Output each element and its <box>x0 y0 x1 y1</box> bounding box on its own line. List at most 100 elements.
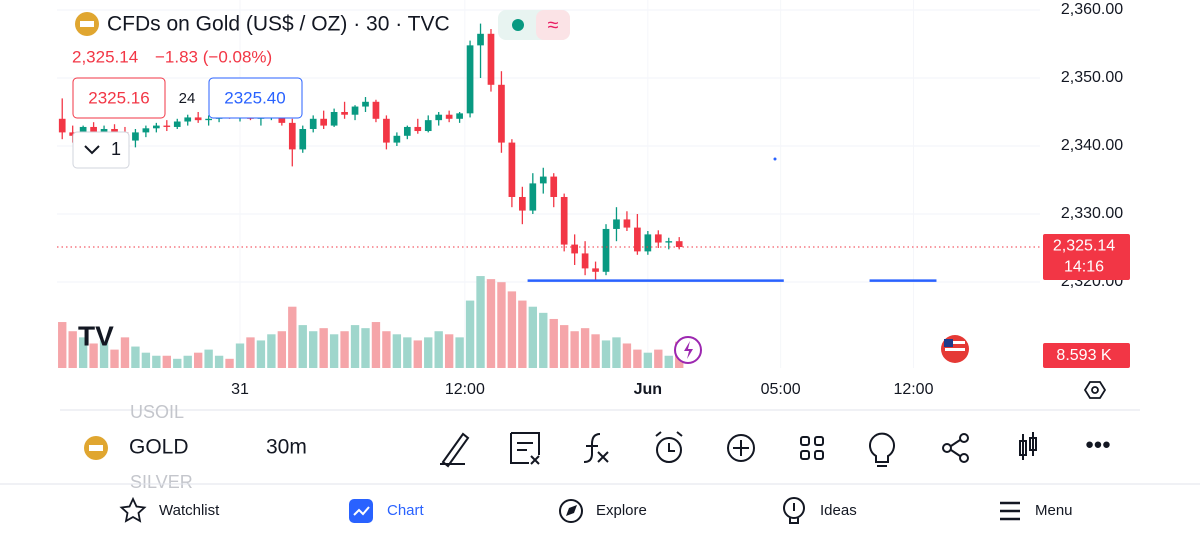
candle-body <box>111 128 118 133</box>
volume-bar <box>361 328 370 368</box>
candle-body <box>341 111 348 115</box>
candle-body <box>152 125 160 129</box>
volume-bar <box>214 355 224 368</box>
draw-tool[interactable] <box>440 432 470 468</box>
tv-logo: TV <box>78 320 114 351</box>
chart-glyph <box>353 506 370 516</box>
volume-bar <box>162 355 171 368</box>
last-price: 2,325.14 <box>72 47 138 66</box>
volume-bar <box>350 325 360 368</box>
spread: 24 <box>179 90 196 107</box>
volume-bar <box>664 355 673 368</box>
volume-bar <box>183 355 192 368</box>
volume-bar <box>371 322 381 368</box>
delayed-pill[interactable] <box>536 10 570 40</box>
volume-badge-value: 8.593 K <box>1056 347 1111 364</box>
volume-bar <box>68 331 77 368</box>
x-tick-label: 31 <box>231 381 249 398</box>
symbol-next[interactable]: SILVER <box>130 472 193 492</box>
candle-body <box>498 84 505 143</box>
candle-body <box>550 176 558 197</box>
nav-explore[interactable]: Explore <box>596 502 647 519</box>
volume-bar <box>58 322 67 368</box>
ideas-icon <box>783 497 805 519</box>
candle-body <box>100 128 108 134</box>
delay-icon: ≈ <box>548 14 559 36</box>
volume-bar <box>141 352 151 368</box>
volume-bar <box>424 337 433 368</box>
candle-body <box>644 234 652 252</box>
bulb <box>789 503 799 524</box>
candle-body <box>184 117 192 122</box>
candle-body <box>79 126 87 136</box>
candle-body <box>508 142 516 197</box>
candle-body <box>654 234 662 243</box>
symbol-prev[interactable]: USOIL <box>130 402 184 422</box>
candle-body <box>393 135 401 143</box>
symbol-title[interactable]: CFDs on Gold (US$ / OZ) · 30 · TVC <box>107 13 450 36</box>
candle-body <box>163 125 171 127</box>
candle-body <box>330 111 338 126</box>
symbol[interactable]: GOLD <box>129 436 189 459</box>
add-tool[interactable] <box>727 434 755 462</box>
volume-bar <box>434 331 443 368</box>
candle-body <box>477 33 484 46</box>
volume-bar <box>204 349 213 368</box>
y-tick-label: 2,330.00 <box>1061 205 1123 222</box>
volume-badge <box>1043 343 1130 368</box>
x-tick-label: 12:00 <box>893 381 933 398</box>
chevron <box>84 145 100 155</box>
nav-menu[interactable]: Menu <box>1035 502 1073 519</box>
sell-button[interactable] <box>72 77 166 119</box>
buy-button[interactable] <box>208 77 303 119</box>
menu-icon <box>1000 501 1020 521</box>
candle-body <box>424 120 432 132</box>
collapse-button[interactable] <box>72 131 130 169</box>
notes-tool[interactable] <box>510 432 540 465</box>
more-tool[interactable]: ••• <box>1085 431 1110 458</box>
flag-canton <box>944 339 953 347</box>
volume-bar <box>413 340 422 368</box>
volume-bar <box>78 337 88 368</box>
volume-bar <box>288 306 297 368</box>
nav-watchlist[interactable]: Watchlist <box>159 502 220 519</box>
volume-bar <box>486 279 496 368</box>
layout-tool[interactable] <box>800 436 810 446</box>
indicator-tool[interactable] <box>583 433 609 463</box>
candle-body <box>445 114 453 119</box>
candle-body <box>613 219 620 229</box>
nav-ideas[interactable]: Ideas <box>820 502 857 519</box>
volume-bar <box>235 343 245 368</box>
explore-icon <box>559 499 583 523</box>
volume-bar <box>89 343 98 368</box>
countdown: 14:16 <box>1064 258 1104 275</box>
volume-bar <box>476 276 485 368</box>
volume-bar <box>120 337 130 368</box>
candle-body <box>634 227 641 252</box>
volume-bar <box>246 337 255 368</box>
alert-tool[interactable] <box>656 437 682 463</box>
volume-bar <box>131 346 140 368</box>
ideas-tool[interactable] <box>869 432 895 467</box>
share-tool[interactable] <box>942 443 952 453</box>
volume-bar <box>403 337 412 368</box>
volume-bar <box>601 340 611 368</box>
volume-bar <box>329 334 339 368</box>
ask: 2325.40 <box>224 88 285 107</box>
volume-bar <box>465 300 475 368</box>
volume-bar <box>110 349 119 368</box>
candle-body <box>571 244 578 254</box>
settings-icon[interactable] <box>1083 381 1107 399</box>
interval[interactable]: 30m <box>266 436 307 459</box>
candle-body <box>539 176 547 184</box>
y-tick-label: 2,350.00 <box>1061 69 1123 86</box>
candle-body <box>560 196 568 245</box>
gold-bar <box>89 445 103 451</box>
nav-chart[interactable]: Chart <box>387 502 425 519</box>
volume-bar <box>309 331 318 368</box>
volume-bar <box>612 337 621 368</box>
volume-bar <box>277 331 287 368</box>
volume-bar <box>193 352 203 368</box>
volume-bar <box>298 325 307 368</box>
volume-bar <box>622 343 632 368</box>
